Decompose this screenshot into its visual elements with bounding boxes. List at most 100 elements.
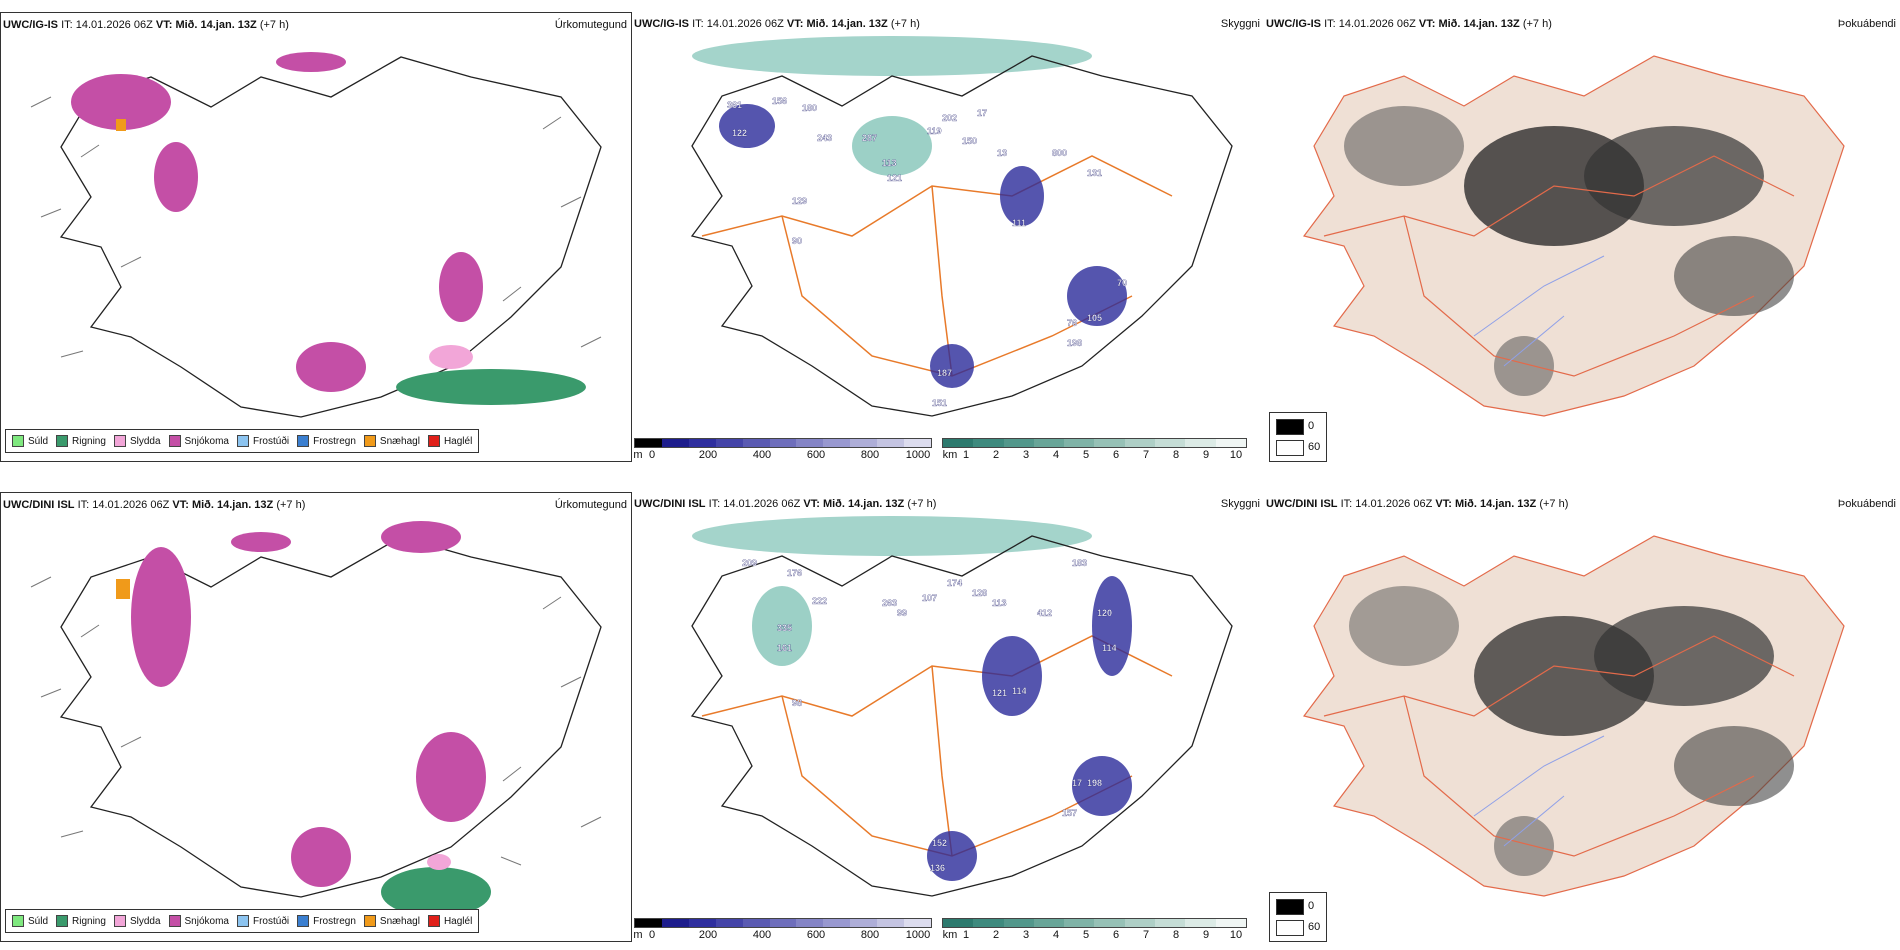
svg-text:209: 209 <box>742 558 757 568</box>
precip-panel-top: UWC/IG-IS IT: 14.01.2026 06Z VT: Mið. 14… <box>0 12 632 462</box>
visibility-swatch-9 <box>1215 919 1246 927</box>
svg-text:183: 183 <box>1072 558 1087 568</box>
visibility-swatch-1 <box>973 919 1004 927</box>
ceiling-swatch-6 <box>796 439 824 447</box>
precip-header: UWC/IG-IS IT: 14.01.2026 06Z VT: Mið. 14… <box>3 19 627 35</box>
ceiling-colorbar-swatches <box>634 918 932 928</box>
precip-map[interactable] <box>1 517 631 917</box>
visibility-colorbar: km 1 2 3 4 5 6 7 8 9 10 <box>942 438 1247 463</box>
ceiling-swatch-0 <box>635 919 662 927</box>
road-network <box>1323 635 1795 857</box>
ceiling-colorbar-ticks: m 0 200 400 600 800 1000 <box>633 449 931 461</box>
svg-text:111: 111 <box>1012 218 1026 228</box>
snow-area <box>131 547 191 687</box>
visibility-colorbar: km 1 2 3 4 5 6 7 8 9 10 <box>942 918 1247 943</box>
snaehagl-swatch <box>363 435 376 447</box>
ceiling-swatch-3 <box>715 919 743 927</box>
precip-map[interactable] <box>1 37 631 437</box>
wind-barbs <box>30 96 602 386</box>
svg-text:17: 17 <box>977 108 987 118</box>
cloud-header: UWC/IG-IS IT: 14.01.2026 06Z VT: Mið. 14… <box>1266 18 1896 30</box>
wind-barbs <box>30 576 602 866</box>
fog-dark-area <box>1494 336 1554 396</box>
ceiling-values: 209 176 222 335 161 98 263 107 174 183 4… <box>742 558 1117 873</box>
ceiling-map[interactable]: 361 156 180 243 122 287 202 17 119 150 1… <box>632 36 1264 436</box>
iceland-coastline <box>690 55 1233 417</box>
visibility-swatch-7 <box>1155 439 1186 447</box>
ceiling-header: UWC/DINI ISL IT: 14.01.2026 06Z VT: Mið.… <box>634 498 1260 510</box>
low-ceiling-area <box>927 831 977 881</box>
svg-text:121: 121 <box>887 173 902 183</box>
svg-text:121: 121 <box>992 688 1007 698</box>
snow-pellet-area <box>116 579 130 599</box>
low-ceiling-area <box>982 636 1042 716</box>
svg-text:412: 412 <box>1037 608 1052 618</box>
visibility-area <box>692 36 1092 76</box>
visibility-swatch-5 <box>1094 919 1125 927</box>
ceiling-swatch-2 <box>688 439 716 447</box>
ceiling-panel-bottom: UWC/DINI ISL IT: 14.01.2026 06Z VT: Mið.… <box>632 492 1264 942</box>
snow-area <box>71 74 171 130</box>
valid-time: Mið. 14.jan. 13Z <box>175 19 257 31</box>
snow-area <box>231 532 291 552</box>
iceland-coastline <box>59 56 602 418</box>
model-name: UWC/IG-IS <box>3 19 58 31</box>
fog-dark-area <box>1344 106 1464 186</box>
fog-dark-swatch <box>1276 899 1304 915</box>
visibility-swatch-2 <box>1003 439 1034 447</box>
visibility-swatch-8 <box>1185 919 1216 927</box>
ceiling-values: 361 156 180 243 122 287 202 17 119 150 1… <box>727 96 1127 408</box>
visibility-colorbar-swatches <box>942 918 1247 928</box>
svg-text:99: 99 <box>897 608 907 618</box>
low-ceiling-area <box>852 116 932 176</box>
visibility-swatch-4 <box>1064 439 1095 447</box>
ceiling-swatch-1 <box>661 439 689 447</box>
visibility-swatch-6 <box>1124 439 1156 447</box>
snow-pellet-area <box>116 119 126 131</box>
svg-text:361: 361 <box>727 100 742 110</box>
low-ceiling-area <box>1072 756 1132 816</box>
svg-text:120: 120 <box>1097 608 1112 618</box>
rigning-swatch <box>56 435 69 447</box>
svg-text:128: 128 <box>972 588 987 598</box>
frostudi-swatch <box>236 435 249 447</box>
svg-text:13: 13 <box>997 148 1007 158</box>
svg-text:90: 90 <box>792 236 802 246</box>
ceiling-swatch-4 <box>742 919 770 927</box>
visibility-swatch-5 <box>1094 439 1125 447</box>
visibility-swatch-3 <box>1033 919 1065 927</box>
ceiling-swatch-8 <box>850 439 878 447</box>
fog-map[interactable] <box>1264 36 1900 436</box>
low-ceiling-area <box>1067 266 1127 326</box>
ceiling-map[interactable]: 209 176 222 335 161 98 263 107 174 183 4… <box>632 516 1264 916</box>
visibility-swatch-7 <box>1155 919 1186 927</box>
low-ceiling-area <box>1092 576 1132 676</box>
road-network <box>701 635 1173 857</box>
rain-area <box>381 867 491 917</box>
snow-area <box>291 827 351 887</box>
svg-text:202: 202 <box>942 113 957 123</box>
cloud-header: UWC/DINI ISL IT: 14.01.2026 06Z VT: Mið.… <box>1266 498 1896 510</box>
svg-text:156: 156 <box>772 96 787 106</box>
svg-text:800: 800 <box>1052 148 1067 158</box>
fog-dark-area <box>1674 726 1794 806</box>
cloud-panel-top: UWC/IG-IS IT: 14.01.2026 06Z VT: Mið. 14… <box>1264 12 1900 462</box>
svg-text:222: 222 <box>812 596 827 606</box>
fog-dark-area <box>1594 606 1774 706</box>
ceiling-panel-top: UWC/IG-IS IT: 14.01.2026 06Z VT: Mið. 14… <box>632 12 1264 462</box>
svg-text:17: 17 <box>1072 778 1082 788</box>
precip-legend: Súld Rigning Slydda Snjókoma Frostúði Fr… <box>5 909 480 933</box>
fog-map[interactable] <box>1264 516 1900 916</box>
svg-text:198: 198 <box>1067 338 1082 348</box>
snow-area <box>154 142 198 212</box>
visibility-swatch-9 <box>1215 439 1246 447</box>
svg-text:98: 98 <box>792 698 802 708</box>
fog-dark-swatch <box>1276 419 1304 435</box>
low-ceiling-area <box>930 344 974 388</box>
low-ceiling-area <box>1000 166 1044 226</box>
vt-label: VT: <box>155 19 173 31</box>
rain-area <box>396 369 586 405</box>
fog-legend: 0 60 <box>1269 412 1327 462</box>
svg-text:107: 107 <box>922 593 937 603</box>
precip-panel-bottom: UWC/DINI ISL IT: 14.01.2026 06Z VT: Mið.… <box>0 492 632 942</box>
